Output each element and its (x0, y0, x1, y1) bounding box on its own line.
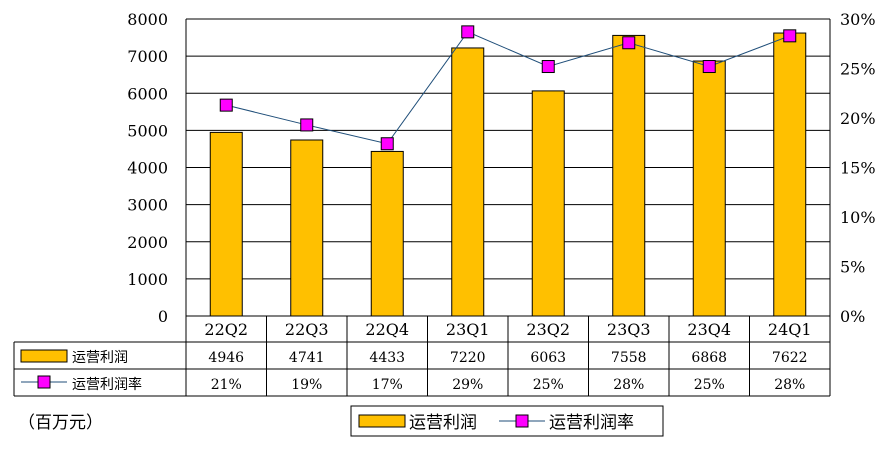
category-label: 23Q2 (526, 320, 570, 339)
right-tick-label: 30% (840, 10, 876, 29)
margin-point-22q2 (219, 98, 233, 112)
right-tick-label: 15% (840, 159, 876, 178)
row-key-bar (20, 349, 68, 363)
margin-value-label: 25% (533, 377, 564, 393)
margin-point-23q2 (541, 60, 555, 74)
right-tick-label: 0% (840, 307, 865, 326)
right-tick-label: 5% (840, 258, 865, 277)
margin-value-label: 21% (211, 377, 242, 393)
bar-value-label: 6868 (691, 350, 727, 366)
legend-bar-label: 运营利润 (409, 413, 477, 433)
row-header-line: 运营利润率 (72, 376, 142, 393)
bar-23q2 (531, 90, 565, 317)
bar-value-label: 4946 (208, 350, 244, 366)
row-header-bar: 运营利润 (72, 350, 128, 366)
bar-24q1 (773, 32, 807, 317)
left-tick-label: 1000 (127, 270, 168, 289)
bar-23q4 (692, 60, 726, 317)
bar-value-label: 7622 (772, 350, 808, 366)
right-tick-label: 20% (840, 109, 876, 128)
margin-point-22q4 (380, 137, 394, 151)
bars (209, 32, 807, 317)
left-tick-label: 5000 (127, 121, 168, 140)
margin-point-23q3 (622, 36, 636, 50)
left-tick-label: 4000 (127, 159, 168, 178)
margin-series-line (226, 31, 790, 145)
unit-note: （百万元） (18, 413, 103, 433)
margin-line (219, 25, 797, 151)
margin-value-label: 29% (452, 377, 483, 393)
bar-22q2 (209, 131, 243, 317)
margin-value-label: 17% (372, 377, 403, 393)
margin-value-label: 28% (613, 377, 644, 393)
legend-bar-swatch (358, 414, 406, 428)
bar-22q3 (290, 139, 324, 317)
legend: 运营利润 运营利润率 (350, 405, 664, 437)
margin-point-23q1 (461, 25, 475, 39)
bar-value-label: 7558 (611, 350, 647, 366)
category-label: 23Q4 (687, 320, 731, 339)
left-tick-label: 7000 (127, 47, 168, 66)
category-label: 24Q1 (768, 320, 812, 339)
bar-value-label: 7220 (450, 350, 486, 366)
left-tick-label: 8000 (127, 10, 168, 29)
margin-value-label: 28% (774, 377, 805, 393)
bar-22q4 (370, 150, 404, 317)
bar-value-label: 4741 (289, 350, 325, 366)
legend-marker-swatch (515, 414, 529, 428)
legend-line-label: 运营利润率 (549, 413, 634, 433)
left-tick-label: 6000 (127, 84, 168, 103)
margin-value-label: 19% (291, 377, 322, 393)
data-table: 22Q2 4946 21% 22Q3 4741 19% 22Q4 4433 17% 23Q1 722… (13, 315, 831, 397)
left-axis-ticks: 0 1000 2000 3000 4000 5000 6000 7000 8000 (127, 10, 168, 326)
bar-23q1 (451, 47, 485, 317)
right-axis-ticks: 0% 5% 10% 15% 20% 25% 30% (840, 10, 876, 326)
row-key-marker (37, 375, 51, 389)
gridlines (185, 18, 831, 316)
left-tick-label: 2000 (127, 233, 168, 252)
category-label: 23Q1 (446, 320, 490, 339)
bar-value-label: 4433 (369, 350, 405, 366)
category-label: 22Q3 (285, 320, 329, 339)
left-tick-label: 0 (158, 307, 168, 326)
bar-value-label: 6063 (530, 350, 566, 366)
category-label: 23Q3 (607, 320, 651, 339)
category-label: 22Q2 (204, 320, 248, 339)
left-tick-label: 3000 (127, 196, 168, 215)
margin-point-22q3 (300, 118, 314, 132)
margin-point-23q4 (702, 60, 716, 74)
right-tick-label: 25% (840, 60, 876, 79)
right-tick-label: 10% (840, 208, 876, 227)
bar-23q3 (612, 34, 646, 317)
margin-value-label: 25% (694, 377, 725, 393)
category-label: 22Q4 (365, 320, 409, 339)
margin-point-24q1 (783, 29, 797, 43)
